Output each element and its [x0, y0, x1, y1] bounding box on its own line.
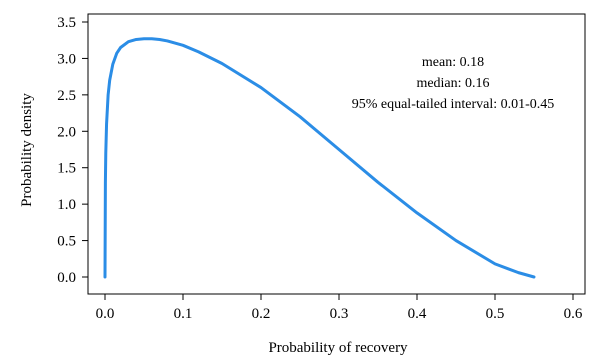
- summary-annotations: mean: 0.18 median: 0.16 95% equal-tailed…: [352, 55, 555, 112]
- annotation-median: median: 0.16: [416, 76, 489, 91]
- y-tick-label: 3.5: [57, 15, 76, 31]
- annotation-interval: 95% equal-tailed interval: 0.01-0.45: [352, 97, 555, 112]
- x-axis-title: Probability of recovery: [268, 340, 408, 356]
- x-tick-label: 0.1: [174, 306, 193, 322]
- y-tick-label: 0.5: [57, 234, 76, 250]
- x-tick-label: 0.0: [96, 306, 115, 322]
- y-axis: 0.0 0.5 1.0 1.5 2.0 2.5 3.0 3.5: [57, 15, 88, 286]
- y-tick-label: 1.0: [57, 197, 76, 213]
- density-curve: [103, 37, 536, 279]
- y-axis-title: Probability density: [19, 93, 35, 207]
- y-tick-label: 1.5: [57, 161, 76, 177]
- y-tick-label: 2.5: [57, 88, 76, 104]
- y-tick-label: 3.0: [57, 51, 76, 67]
- x-tick-label: 0.2: [252, 306, 271, 322]
- y-tick-label: 2.0: [57, 124, 76, 140]
- annotation-mean: mean: 0.18: [422, 55, 484, 70]
- x-axis: 0.0 0.1 0.2 0.3 0.4 0.5 0.6: [96, 294, 583, 322]
- x-tick-label: 0.4: [408, 306, 427, 322]
- x-tick-label: 0.6: [564, 306, 583, 322]
- y-tick-label: 0.0: [57, 270, 76, 286]
- x-tick-label: 0.3: [330, 306, 349, 322]
- x-tick-label: 0.5: [486, 306, 505, 322]
- plot-frame: [87, 13, 586, 295]
